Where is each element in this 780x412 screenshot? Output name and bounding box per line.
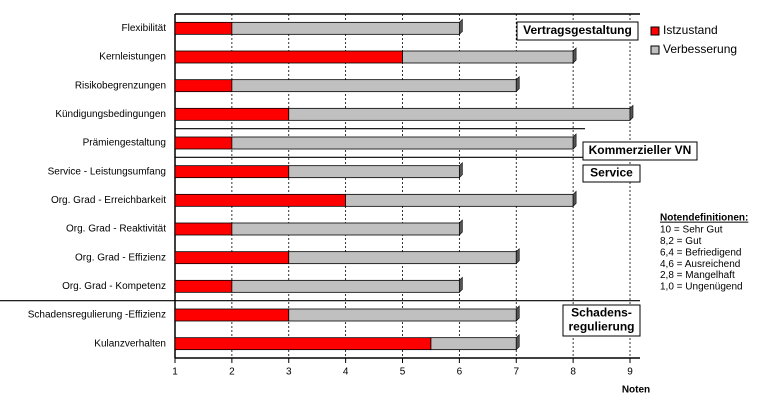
bar-depth [459,161,463,179]
x-tick-label: 8 [570,367,576,378]
section-label: Vertragsgestaltung [523,23,632,37]
legend-swatch [650,45,660,55]
legend-swatch [650,26,660,36]
bar [231,279,460,293]
y-tick-label: Flexibilität [122,23,167,34]
bar [174,251,290,265]
bar [174,79,233,93]
bar-depth [515,333,520,351]
y-tick-label: Schadensregulierung -Effizienz [28,310,166,321]
section-box [582,141,698,161]
bar [231,222,460,236]
bar [174,50,403,64]
y-tick-label: Kulanzverhalten [94,338,166,349]
x-tick-label: 5 [400,367,406,378]
grade-definition: 10 = Sehr Gut [660,225,723,236]
bar [174,136,233,150]
bar [174,222,233,236]
section-box [562,304,641,337]
bar-depth [459,219,463,236]
bar [430,337,517,351]
bar-depth [459,18,463,36]
bar-depth [629,104,634,122]
bar [402,50,574,64]
bar [288,107,631,121]
bar [174,21,233,35]
y-tick-label: Kernleistungen [99,52,166,63]
x-tick-label: 3 [286,367,292,378]
y-tick-label: Org. Grad - Kompetenz [62,281,166,292]
grade-definition: 4,6 = Ausreichend [660,259,740,270]
bar-depth [572,47,577,64]
bar [231,21,460,35]
section-label: regulierung [568,320,634,334]
grade-definition: 2,8 = Mangelhaft [660,270,735,281]
bar [174,165,290,179]
grade-definition: 1,0 = Ungenügend [660,282,743,293]
x-tick-label: 4 [343,367,349,378]
bar [288,308,517,322]
x-tick-label: 6 [457,367,463,378]
bar [174,337,432,351]
section-box [582,164,641,183]
y-tick-label: Service - Leistungsumfang [48,166,166,177]
bar-depth [572,190,577,208]
x-tick-label: 1 [172,367,178,378]
bar-depth [515,305,520,322]
section-label: Service [590,166,633,180]
grade-definition: 8,2 = Gut [660,236,702,247]
grade-definitions-title: Notendefinitionen: [660,213,748,224]
bar [231,79,517,93]
bar-depth [515,247,520,265]
y-tick-label: Prämiengestaltung [83,138,166,149]
y-tick-label: Org. Grad - Erreichbarkeit [51,195,166,206]
y-tick-label: Org. Grad - Effizienz [75,252,166,263]
x-axis-label: Noten [622,385,650,396]
section-box [516,21,639,41]
y-tick-label: Risikobegrenzungen [75,80,166,91]
x-tick-label: 2 [229,367,235,378]
bar-depth [572,133,577,150]
section-label: Schadens- [571,306,632,320]
grade-definition: 6,4 = Befriedigend [660,247,741,258]
bar [174,193,347,207]
bar [345,193,574,207]
bar-depth [515,75,520,93]
bar-depth [459,276,463,294]
section-label: Kommerzieller VN [589,143,692,157]
bar [174,279,233,293]
bar [231,136,574,150]
legend-label: Istzustand [663,23,718,37]
x-tick-label: 7 [513,367,519,378]
y-tick-label: Kündigungsbedingungen [55,109,166,120]
bar [288,165,460,179]
bar [174,308,290,322]
bar [174,107,290,121]
y-tick-label: Org. Grad - Reaktivität [66,224,166,235]
bar [288,251,517,265]
legend-label: Verbesserung [663,42,737,56]
x-tick-label: 9 [627,367,633,378]
